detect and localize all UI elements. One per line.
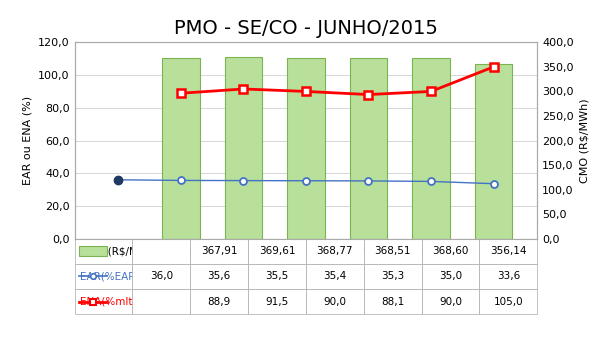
Y-axis label: CMO (R$/MWh): CMO (R$/MWh) — [579, 98, 589, 183]
Bar — [162, 58, 199, 239]
Title: PMO - SE/CO - JUNHO/2015: PMO - SE/CO - JUNHO/2015 — [174, 19, 438, 38]
Y-axis label: EAR ou ENA (%): EAR ou ENA (%) — [23, 96, 33, 185]
Bar — [413, 58, 450, 239]
Bar — [350, 58, 387, 239]
Bar — [475, 64, 512, 239]
Bar — [287, 58, 325, 239]
Bar — [224, 57, 262, 239]
FancyBboxPatch shape — [79, 246, 107, 256]
